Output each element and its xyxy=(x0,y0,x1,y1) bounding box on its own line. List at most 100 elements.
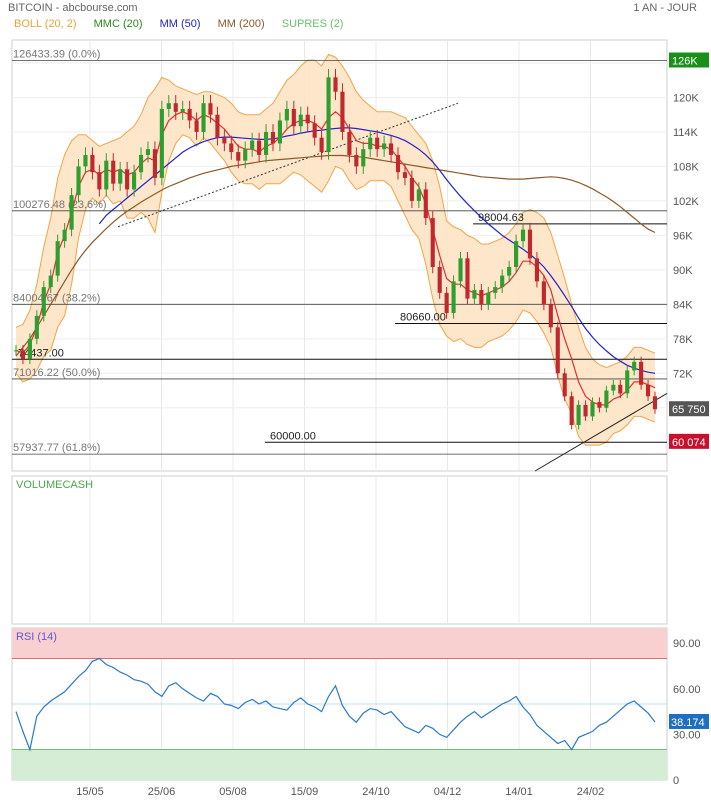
volume-panel-title: VOLUMECASH xyxy=(16,479,93,491)
candle-body xyxy=(55,241,60,276)
y-tick-label: 72K xyxy=(673,368,693,380)
fib-level-label: 84004.67 (38.2%) xyxy=(13,292,100,304)
candle-body xyxy=(409,177,414,201)
candle-body xyxy=(368,137,373,150)
candle-body xyxy=(222,137,227,144)
rsi-tick-label: 60.00 xyxy=(673,684,701,696)
candle-body xyxy=(270,131,276,144)
candle-body xyxy=(514,241,519,267)
legend-supres: SUPRES (2) xyxy=(281,18,344,30)
price-tag-label: 60 074 xyxy=(672,437,706,449)
fib-level-label: 71016.22 (50.0%) xyxy=(13,367,100,379)
y-tick-label: 84K xyxy=(673,299,693,311)
candle-body xyxy=(333,77,338,92)
chart-title: BITCOIN - abcbourse.com xyxy=(8,2,138,14)
candle-body xyxy=(173,103,178,112)
candle-body xyxy=(187,108,192,121)
fib-level-label: 126433.39 (0.0%) xyxy=(13,48,100,60)
candle-body xyxy=(479,289,484,305)
candle-body xyxy=(104,160,109,190)
x-tick-label: 04/12 xyxy=(434,786,462,798)
y-tick-label: 90K xyxy=(673,265,693,277)
candle-body xyxy=(132,172,137,190)
candle-body xyxy=(312,123,317,138)
candle-body xyxy=(569,396,574,426)
candle-body xyxy=(90,154,95,173)
candle-body xyxy=(305,114,310,124)
candle-body xyxy=(34,315,39,339)
candle-body xyxy=(395,154,401,173)
x-tick-label: 05/08 xyxy=(219,786,247,798)
candle-body xyxy=(618,384,623,394)
candle-body xyxy=(465,258,470,299)
candle-body xyxy=(284,108,289,121)
panel-frame-2 xyxy=(11,475,668,625)
candle-body xyxy=(500,275,505,288)
candle-body xyxy=(354,154,359,167)
chart-period: 1 AN - JOUR xyxy=(633,2,697,14)
mmc20-line xyxy=(15,111,656,406)
y-tick-label: 120K xyxy=(673,92,699,104)
candle-body xyxy=(166,103,171,109)
rsi-panel-title: RSI (14) xyxy=(16,631,57,643)
x-tick-label: 15/05 xyxy=(76,786,104,798)
legend-mmc20: MMC (20) xyxy=(93,18,143,30)
candle-body xyxy=(590,402,595,417)
candle-body xyxy=(541,281,546,305)
candle-body xyxy=(20,350,26,359)
candle-body xyxy=(250,140,255,150)
rsi-line xyxy=(15,657,656,752)
candle-body xyxy=(319,137,324,153)
x-tick-label: 15/09 xyxy=(291,786,319,798)
candle-body xyxy=(632,361,637,371)
candle-body xyxy=(194,120,199,132)
candle-body xyxy=(138,154,144,173)
candle-body xyxy=(125,169,130,190)
candle-body xyxy=(444,292,449,313)
candle-body xyxy=(13,350,19,352)
candle-body xyxy=(298,114,303,127)
candle-body xyxy=(27,338,32,359)
candle-body xyxy=(159,108,164,178)
candle-body xyxy=(472,289,477,299)
candle-body xyxy=(76,166,81,196)
legend: BOLL (20, 2) MMC (20) MM (50) MM (200) S… xyxy=(14,18,357,30)
candle-body xyxy=(48,275,53,288)
candle-body xyxy=(652,396,658,410)
legend-boll: BOLL (20, 2) xyxy=(14,18,77,30)
candle-body xyxy=(493,287,498,293)
rsi-tick-label: 90.00 xyxy=(673,638,701,650)
candle-body xyxy=(645,384,651,397)
candle-body xyxy=(347,131,352,155)
candle-body xyxy=(430,218,435,267)
candle-body xyxy=(451,281,456,313)
candle-body xyxy=(382,143,387,150)
y-tick-label: 114K xyxy=(673,127,699,139)
candle-body xyxy=(62,229,67,242)
candle-body xyxy=(402,172,408,178)
x-tick-label: 24/02 xyxy=(577,786,605,798)
support-label: 80660.00 xyxy=(400,312,446,324)
candle-body xyxy=(236,152,241,161)
candle-body xyxy=(361,149,366,167)
candle-body xyxy=(201,103,206,132)
candle-body xyxy=(180,108,185,112)
x-tick-label: 24/10 xyxy=(362,786,390,798)
candle-body xyxy=(83,154,88,167)
candle-body xyxy=(277,120,282,144)
candle-body xyxy=(604,390,609,408)
candle-body xyxy=(326,77,331,153)
candle-body xyxy=(507,266,512,276)
candle-body xyxy=(118,169,123,184)
candle-body xyxy=(97,172,102,190)
price-tag-label: 126K xyxy=(672,55,698,67)
candle-body xyxy=(229,143,234,153)
candle-body xyxy=(416,189,421,201)
candle-body xyxy=(291,108,296,127)
trendline-support xyxy=(534,392,668,472)
candle-body xyxy=(375,137,380,150)
candle-body xyxy=(152,149,157,178)
candle-body xyxy=(562,373,567,397)
y-tick-label: 96K xyxy=(673,230,693,242)
